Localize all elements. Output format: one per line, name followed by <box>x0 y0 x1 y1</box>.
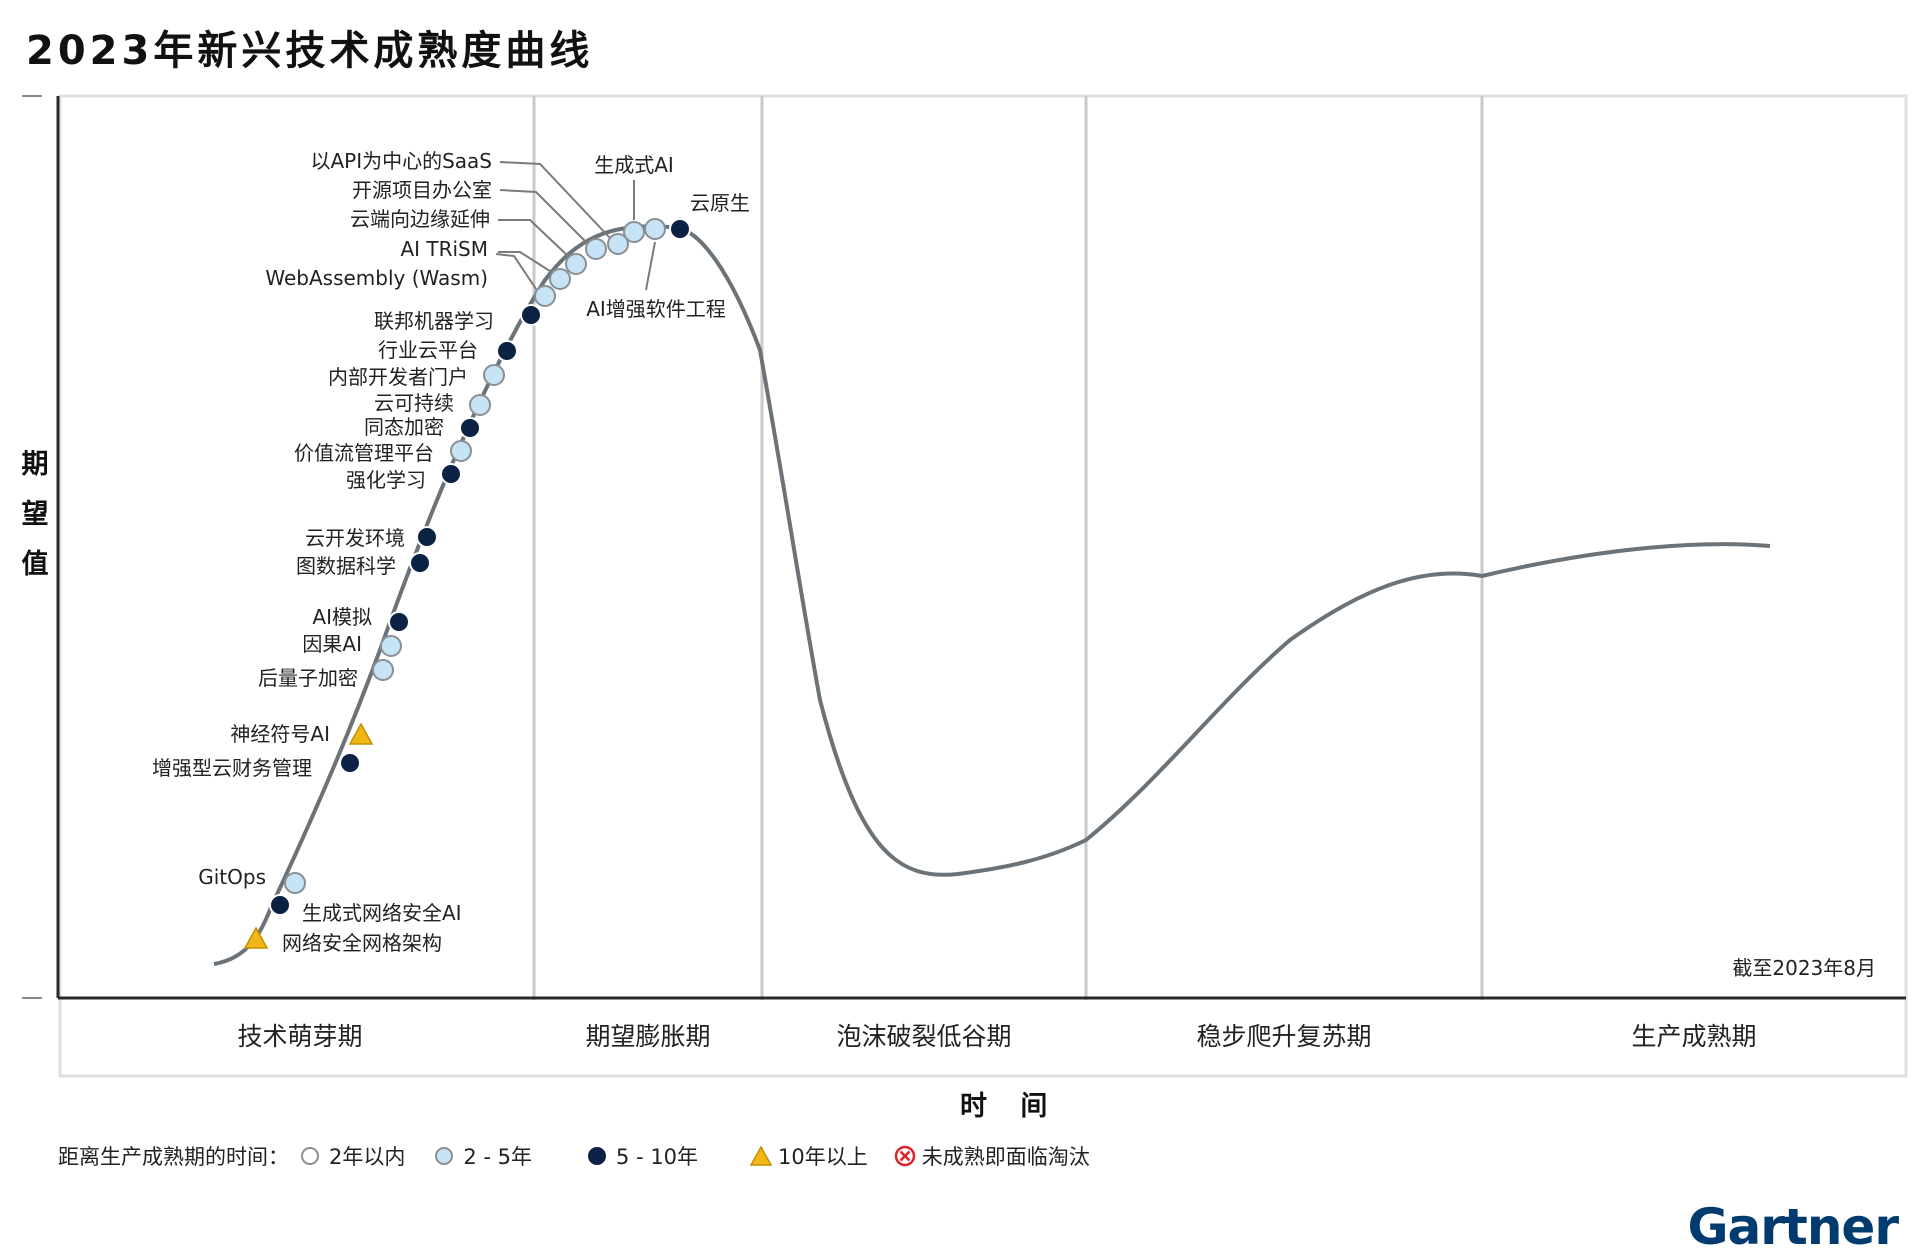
tech-label: 云端向边缘延伸 <box>350 207 490 231</box>
light-blue-circle-icon <box>435 1145 457 1167</box>
legend-label: 2 - 5年 <box>463 1145 533 1169</box>
legend-label: 5 - 10年 <box>616 1145 699 1169</box>
leader-lines <box>495 161 656 293</box>
legend: 距离生产成熟期的时间： 2年以内 2 - 5年 5 - 10年 10年以上 未成… <box>58 1140 1090 1172</box>
phase-dividers <box>532 96 1484 1000</box>
tech-marker <box>549 268 571 290</box>
tech-label: 云开发环境 <box>305 526 405 550</box>
legend-prefix: 距离生产成熟期的时间： <box>58 1145 289 1169</box>
tech-label: 因果AI <box>302 632 362 656</box>
tech-label: 云原生 <box>690 191 750 215</box>
leader-line <box>495 253 539 293</box>
y-axis-label: 期望值 <box>21 449 49 580</box>
tech-marker <box>372 659 394 681</box>
tech-marker <box>644 218 666 240</box>
x-axis-label: 时 间 <box>960 1091 1060 1122</box>
tech-marker <box>380 635 402 657</box>
legend-item-obsolete: 未成熟即面临淘汰 <box>894 1141 1090 1171</box>
tech-marker <box>339 752 361 774</box>
leader-line <box>499 189 588 244</box>
tech-marker <box>284 872 306 894</box>
red-x-circle-icon <box>894 1145 916 1167</box>
tech-label: 神经符号AI <box>230 722 330 746</box>
legend-item-over-10y: 10年以上 <box>749 1141 868 1171</box>
tech-label: 内部开发者门户 <box>328 365 468 389</box>
tech-marker <box>483 364 505 386</box>
tech-label: AI增强软件工程 <box>586 297 726 321</box>
legend-item-under-2y: 2年以内 <box>301 1141 405 1171</box>
tech-marker <box>416 526 438 548</box>
gartner-logo: Gartner <box>1687 1198 1899 1256</box>
as-of-date: 截至2023年8月 <box>1732 956 1876 980</box>
tech-label: 生成式网络安全AI <box>302 901 462 925</box>
tech-marker <box>534 285 556 307</box>
tech-marker <box>496 340 518 362</box>
tech-marker <box>409 552 431 574</box>
leader-line <box>645 241 656 291</box>
tech-marker <box>440 463 462 485</box>
tech-label: GitOps <box>198 865 266 889</box>
yellow-triangle-icon <box>749 1145 773 1167</box>
chart-frame <box>58 94 1908 1078</box>
tech-marker <box>388 611 410 633</box>
legend-item-2-5y: 2 - 5年 <box>435 1141 532 1171</box>
tech-label: 网络安全网格架构 <box>282 931 442 955</box>
phase-label: 泡沫破裂低谷期 <box>836 1022 1011 1051</box>
tech-label: AI模拟 <box>312 605 372 629</box>
white-circle-icon <box>301 1145 323 1167</box>
phase-label: 期望膨胀期 <box>585 1022 710 1051</box>
tech-marker <box>669 218 691 240</box>
tech-marker <box>459 417 481 439</box>
tech-marker <box>623 221 645 243</box>
tech-markers <box>243 218 691 949</box>
leader-line <box>498 219 570 258</box>
tech-label: AI TRiSM <box>400 237 488 261</box>
legend-label: 10年以上 <box>778 1145 868 1169</box>
tech-marker <box>565 253 587 275</box>
tech-label: 后量子加密 <box>258 666 358 690</box>
phase-label: 稳步爬升复苏期 <box>1196 1022 1371 1051</box>
leader-line <box>498 251 554 274</box>
legend-label: 未成熟即面临淘汰 <box>921 1145 1090 1169</box>
tech-marker <box>348 722 374 745</box>
tech-label: 云可持续 <box>374 391 454 415</box>
phase-label: 技术萌芽期 <box>237 1022 362 1051</box>
tech-label: 价值流管理平台 <box>294 441 434 465</box>
tech-marker <box>243 926 269 949</box>
phase-label: 生产成熟期 <box>1631 1022 1756 1051</box>
phase-labels: 技术萌芽期 期望膨胀期 泡沫破裂低谷期 稳步爬升复苏期 生产成熟期 <box>237 1022 1756 1051</box>
tech-label: 行业云平台 <box>378 338 478 362</box>
legend-label: 2年以内 <box>329 1145 406 1169</box>
tech-marker <box>520 304 542 326</box>
tech-marker <box>469 394 491 416</box>
tech-label: 开源项目办公室 <box>352 178 492 202</box>
tech-label: 生成式AI <box>594 153 674 177</box>
tech-label: 联邦机器学习 <box>374 309 494 333</box>
page-title: 2023年新兴技术成熟度曲线 <box>26 28 594 74</box>
tech-marker <box>450 440 472 462</box>
tech-label: 强化学习 <box>346 468 426 492</box>
tech-labels: 网络安全网格架构 生成式网络安全AI GitOps 增强型云财务管理 神经符号AI 后量子… <box>152 149 750 955</box>
tech-label: 增强型云财务管理 <box>152 756 312 780</box>
legend-item-5-10y: 5 - 10年 <box>588 1141 698 1171</box>
hype-curve <box>213 224 1771 966</box>
dark-navy-circle-icon <box>588 1145 610 1167</box>
tech-marker <box>607 233 629 255</box>
tech-marker <box>585 238 607 260</box>
tech-label: 图数据科学 <box>296 554 396 578</box>
leader-line <box>499 161 611 239</box>
tech-label: 以API为中心的SaaS <box>310 149 492 173</box>
tech-marker <box>269 894 291 916</box>
tech-label: WebAssembly (Wasm) <box>265 266 488 290</box>
tech-label: 同态加密 <box>364 415 444 439</box>
